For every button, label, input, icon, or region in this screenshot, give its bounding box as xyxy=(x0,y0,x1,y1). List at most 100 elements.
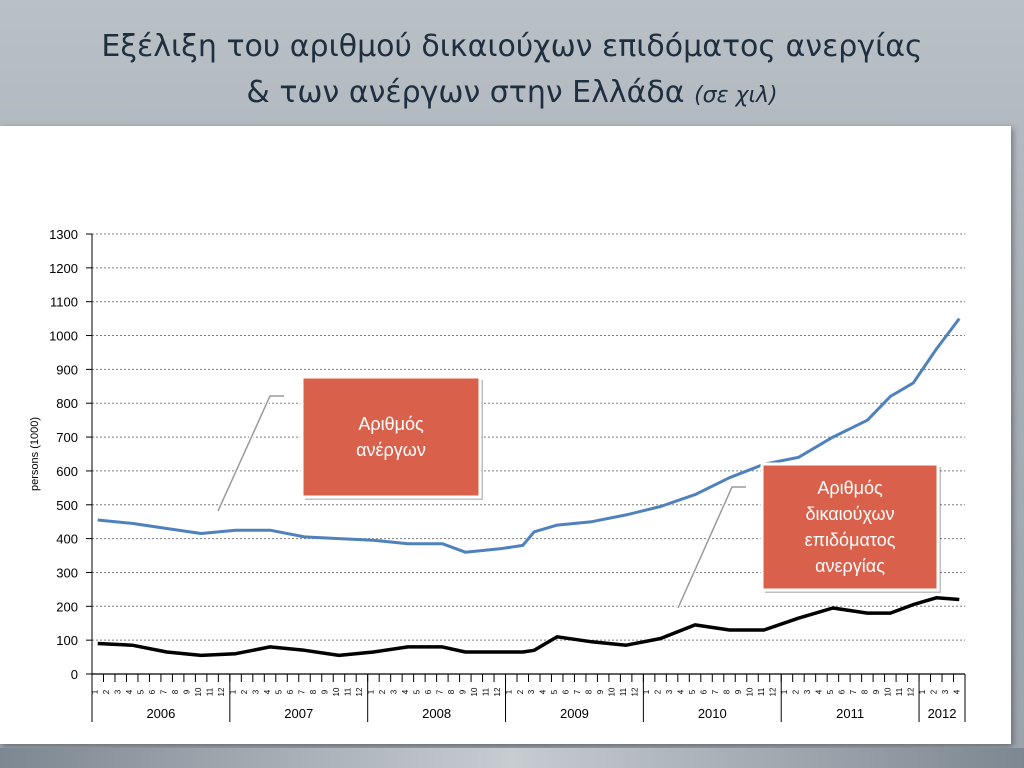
x-tick-label: 5 xyxy=(550,689,559,694)
title-line-2-text: & των ανέργων στην Ελλάδα xyxy=(246,75,685,110)
x-tick-label: 7 xyxy=(711,689,720,694)
x-tick-label: 11 xyxy=(481,687,490,696)
title-line-2: & των ανέργων στην Ελλάδα (σε χιλ) xyxy=(0,70,1024,119)
x-tick-label: 10 xyxy=(194,687,203,696)
x-tick-label: 8 xyxy=(723,689,732,694)
y-tick-label: 500 xyxy=(56,498,78,513)
year-label: 2007 xyxy=(284,706,313,721)
x-tick-label: 1 xyxy=(91,689,100,694)
slide-title: Εξέλιξη του αριθμού δικαιούχων επιδόματο… xyxy=(0,24,1024,119)
x-tick-label: 7 xyxy=(435,689,444,694)
line-chart: 0100200300400500600700800900100011001200… xyxy=(29,227,966,722)
x-tick-label: 10 xyxy=(883,687,892,696)
y-tick-label: 0 xyxy=(71,667,78,682)
x-tick-label: 12 xyxy=(631,687,640,696)
x-tick-label: 8 xyxy=(585,689,594,694)
x-tick-label: 2 xyxy=(516,689,525,694)
series-line-unemployed xyxy=(97,317,961,554)
x-tick-label: 4 xyxy=(677,689,686,694)
x-tick-label: 2 xyxy=(102,689,111,694)
x-tick-label: 6 xyxy=(837,689,846,694)
x-tick-label: 6 xyxy=(148,689,157,694)
x-tick-label: 1 xyxy=(366,689,375,694)
x-tick-label: 12 xyxy=(768,687,777,696)
x-tick-label: 2 xyxy=(791,689,800,694)
callout-unemployed-text: Αριθμός xyxy=(358,414,424,434)
callout-beneficiaries-text: Αριθμός xyxy=(817,478,883,498)
y-tick-label: 400 xyxy=(56,532,78,547)
x-tick-label: 6 xyxy=(286,689,295,694)
x-tick-label: 9 xyxy=(596,689,605,694)
x-tick-label: 3 xyxy=(389,689,398,694)
x-tick-label: 3 xyxy=(527,689,536,694)
x-tick-label: 1 xyxy=(229,689,238,694)
x-tick-label: 3 xyxy=(252,689,261,694)
x-tick-label: 5 xyxy=(412,689,421,694)
y-tick-label: 1000 xyxy=(49,329,78,344)
x-tick-label: 6 xyxy=(424,689,433,694)
y-tick-label: 200 xyxy=(56,599,78,614)
x-tick-label: 8 xyxy=(171,689,180,694)
y-tick-label: 1100 xyxy=(50,295,78,310)
y-tick-label: 300 xyxy=(56,565,78,580)
callout-unemployed-text: ανέργων xyxy=(356,440,426,460)
x-tick-label: 7 xyxy=(573,689,582,694)
y-tick-label: 700 xyxy=(56,430,78,445)
x-tick-label: 2 xyxy=(929,689,938,694)
y-tick-label: 100 xyxy=(56,633,78,648)
callout-beneficiaries-text: δικαιούχων xyxy=(805,504,894,524)
x-tick-label: 6 xyxy=(562,689,571,694)
x-tick-label: 4 xyxy=(539,689,548,694)
x-tick-label: 7 xyxy=(298,689,307,694)
x-tick-label: 7 xyxy=(160,689,169,694)
x-tick-label: 5 xyxy=(826,689,835,694)
callout-unemployed-leader-halo xyxy=(216,394,284,512)
x-tick-label: 1 xyxy=(504,689,513,694)
x-tick-label: 12 xyxy=(493,687,502,696)
x-tick-label: 10 xyxy=(608,687,617,696)
year-label: 2009 xyxy=(560,706,589,721)
year-label: 2006 xyxy=(146,706,175,721)
callout-unemployed: Αριθμός ανέργων xyxy=(216,375,483,512)
x-tick-label: 9 xyxy=(320,689,329,694)
x-tick-label: 9 xyxy=(458,689,467,694)
y-tick-label: 1300 xyxy=(49,227,78,242)
x-tick-label: 4 xyxy=(401,689,410,694)
x-tick-label: 1 xyxy=(642,689,651,694)
x-tick-label: 8 xyxy=(860,689,869,694)
x-tick-label: 3 xyxy=(114,689,123,694)
year-label: 2012 xyxy=(928,706,957,721)
callout-beneficiaries-leader xyxy=(677,486,746,609)
x-tick-label: 12 xyxy=(906,687,915,696)
x-tick-label: 1 xyxy=(780,689,789,694)
callout-beneficiaries-text: ανεργίας xyxy=(815,556,885,576)
x-tick-label: 4 xyxy=(952,689,961,694)
y-tick-label: 800 xyxy=(56,396,78,411)
x-tick-label: 3 xyxy=(941,689,950,694)
slide-footer-bar xyxy=(0,748,1024,768)
x-tick-label: 12 xyxy=(217,687,226,696)
x-tick-label: 4 xyxy=(814,689,823,694)
series-line-beneficiaries xyxy=(97,596,960,658)
x-tick-label: 11 xyxy=(757,687,766,696)
callout-beneficiaries: Αριθμός δικαιούχων επιδόματος ανεργίας xyxy=(676,462,941,609)
x-tick-label: 8 xyxy=(447,689,456,694)
x-tick-label: 10 xyxy=(745,687,754,696)
year-label: 2010 xyxy=(698,706,727,721)
x-tick-label: 2 xyxy=(654,689,663,694)
x-tick-label: 2 xyxy=(378,689,387,694)
callout-beneficiaries-text: επιδόματος xyxy=(805,530,896,550)
x-tick-label: 11 xyxy=(619,687,628,696)
title-line-1: Εξέλιξη του αριθμού δικαιούχων επιδόματο… xyxy=(101,29,923,64)
y-axis-label: persons (1000) xyxy=(29,417,41,491)
x-tick-label: 11 xyxy=(343,687,352,696)
x-tick-label: 10 xyxy=(470,687,479,696)
x-tick-label: 12 xyxy=(355,687,364,696)
x-tick-label: 6 xyxy=(700,689,709,694)
x-tick-label: 8 xyxy=(309,689,318,694)
y-tick-label: 600 xyxy=(56,464,78,479)
year-label: 2008 xyxy=(422,706,451,721)
x-tick-label: 10 xyxy=(332,687,341,696)
x-tick-label: 4 xyxy=(263,689,272,694)
x-tick-label: 2 xyxy=(240,689,249,694)
